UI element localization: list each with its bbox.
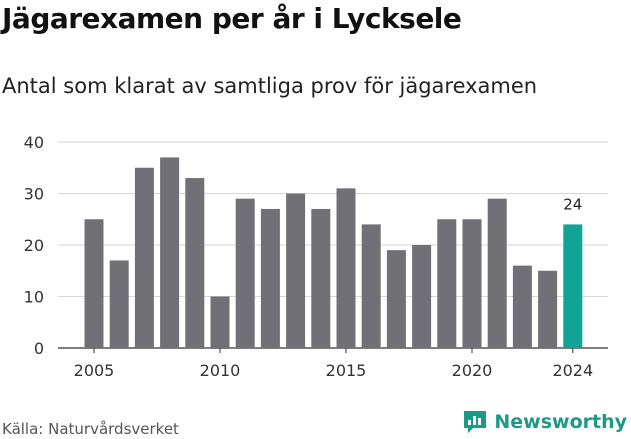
chart-title: Jägarexamen per år i Lycksele — [2, 2, 462, 35]
y-tick-label: 10 — [24, 288, 44, 307]
chart-subtitle: Antal som klarat av samtliga prov för jä… — [2, 74, 538, 98]
x-tick-label: 2020 — [452, 361, 493, 380]
bar-2020 — [462, 219, 482, 348]
bar-2007 — [134, 167, 154, 348]
bar-2015 — [336, 188, 356, 348]
bar-2006 — [109, 260, 129, 348]
bar-2023 — [538, 270, 558, 348]
x-tick-label: 2010 — [200, 361, 241, 380]
y-tick-label: 30 — [24, 185, 44, 204]
y-tick-label: 20 — [24, 236, 44, 255]
x-tick-label: 2024 — [552, 361, 593, 380]
data-label: 24 — [563, 195, 582, 213]
y-tick-label: 0 — [34, 339, 44, 358]
data-labels: 24 — [563, 195, 582, 213]
bars — [84, 157, 583, 348]
bar-2019 — [437, 219, 457, 348]
y-axis-ticks: 0 10 20 30 40 — [24, 133, 44, 358]
bar-chart: 0 10 20 30 40 2005 2010 2015 2020 2024 24 — [24, 133, 608, 380]
bar-chart-speech-bubble-icon — [464, 411, 487, 433]
bar-2010 — [210, 296, 230, 348]
bar-2008 — [160, 157, 180, 348]
x-tick-label: 2015 — [326, 361, 367, 380]
bar-2005 — [84, 219, 104, 348]
bar-2012 — [260, 208, 280, 348]
bar-2009 — [185, 178, 205, 348]
bar-2014 — [311, 208, 331, 348]
x-tick-label: 2005 — [74, 361, 115, 380]
bar-2022 — [512, 265, 532, 348]
bar-2016 — [361, 224, 381, 348]
y-tick-label: 40 — [24, 133, 44, 152]
bar-2017 — [386, 250, 406, 348]
bar-2013 — [286, 193, 306, 348]
bar-2018 — [412, 245, 432, 348]
brand-name: Newsworthy — [494, 411, 627, 433]
bar-2024 — [563, 224, 583, 348]
bar-2011 — [235, 198, 255, 348]
brand-logo: Newsworthy — [462, 409, 627, 435]
bar-2021 — [487, 198, 507, 348]
source-note: Källa: Naturvårdsverket — [2, 420, 179, 438]
x-axis-ticks: 2005 2010 2015 2020 2024 — [74, 348, 593, 380]
